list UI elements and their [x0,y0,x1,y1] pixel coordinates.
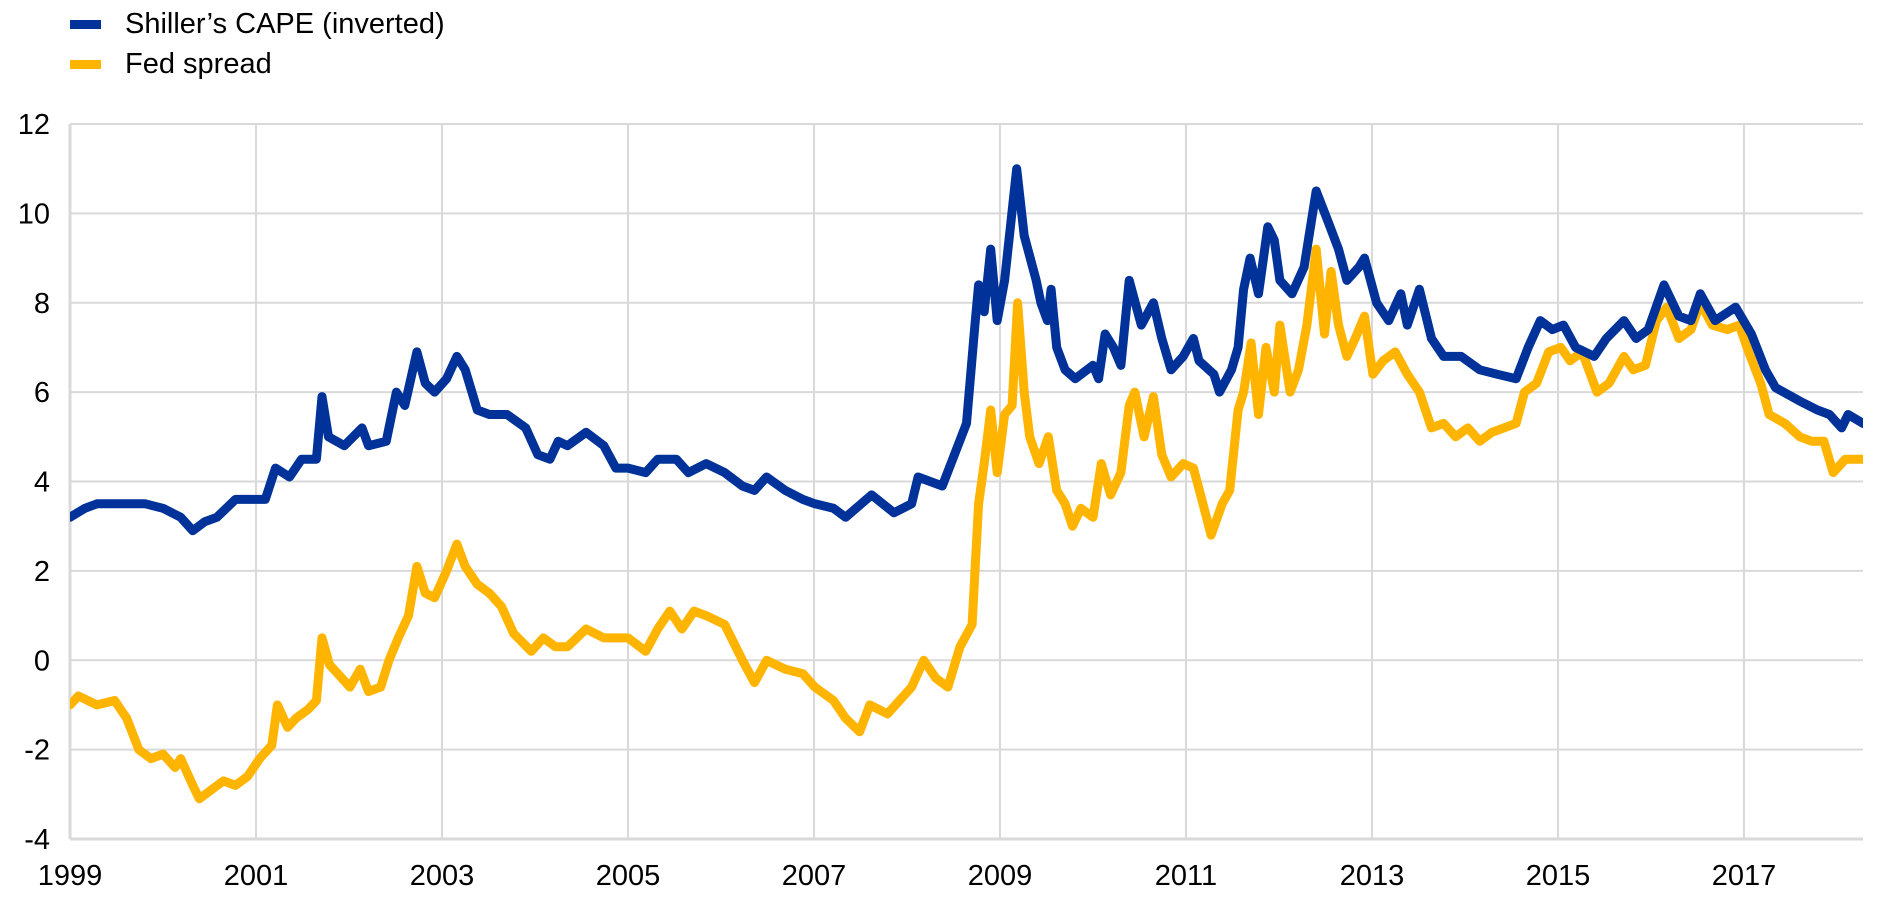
gridlines [68,123,1863,841]
x-tick-label: 2001 [224,860,289,892]
y-tick-label: 10 [18,198,50,230]
y-tick-label: 8 [34,288,50,320]
x-axis-ticks: 1999 2001 2003 2005 2007 2009 2011 2013 2015 2017 [38,860,1776,892]
y-tick-label: 12 [18,109,50,141]
y-tick-label: -2 [24,735,50,767]
y-axis-ticks: 12 10 8 6 4 2 0 -2 -4 [18,109,50,856]
y-tick-label: -4 [24,824,50,856]
legend-item-fed-spread: Fed spread [70,44,272,84]
y-tick-label: 6 [34,377,50,409]
fed-spread-series-line [70,244,1863,804]
legend-swatch-cape [70,19,101,29]
x-tick-label: 2005 [596,860,661,892]
series-lines [70,164,1863,804]
x-tick-label: 1999 [38,860,103,892]
x-tick-label: 2007 [782,860,847,892]
legend-item-cape: Shiller’s CAPE (inverted) [70,4,445,44]
x-tick-label: 2003 [410,860,475,892]
x-tick-label: 2009 [968,860,1033,892]
x-tick-label: 2013 [1340,860,1405,892]
x-tick-label: 2011 [1155,860,1217,892]
y-tick-label: 0 [34,645,50,677]
y-tick-label: 4 [34,467,50,499]
y-tick-label: 2 [34,556,50,588]
x-tick-label: 2017 [1712,860,1777,892]
cape-series-line [70,164,1863,536]
legend-swatch-fed-spread [70,59,101,69]
legend-label-fed-spread: Fed spread [125,47,272,80]
x-tick-label: 2015 [1526,860,1591,892]
legend-label-cape: Shiller’s CAPE (inverted) [125,7,445,40]
